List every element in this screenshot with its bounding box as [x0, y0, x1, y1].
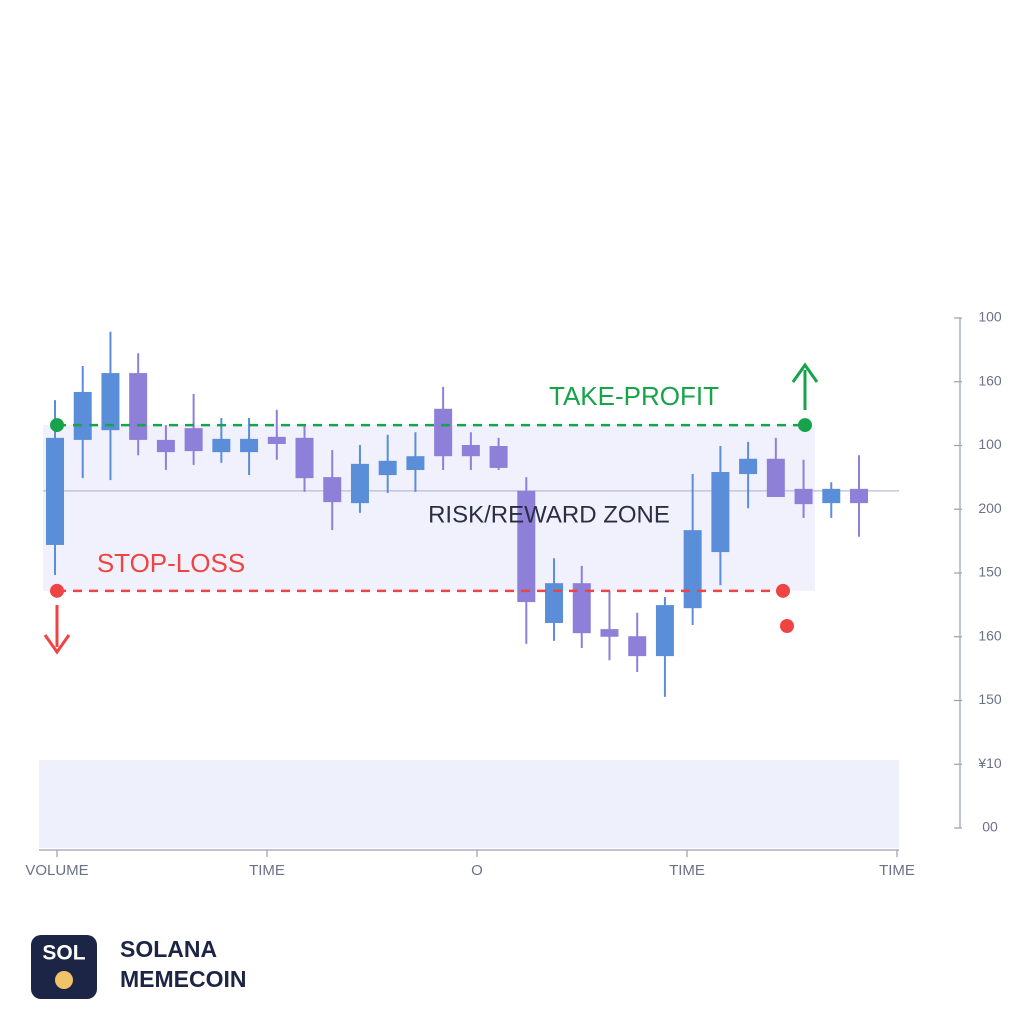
x-tick-label: TIME [879, 862, 915, 879]
candle-body [73, 391, 92, 440]
y-tick-label: 100 [978, 436, 1002, 452]
take-profit-label: TAKE-PROFIT [549, 381, 719, 411]
candle-body [350, 463, 369, 504]
brand-line2: MEMECOIN [120, 966, 247, 992]
candle-body [184, 428, 203, 452]
y-tick-label: 150 [978, 564, 1002, 580]
candle-body [489, 446, 508, 468]
level-dot [776, 583, 790, 598]
candle-body [517, 490, 536, 603]
y-tick-label: 150 [978, 691, 1002, 707]
candle-body [850, 488, 868, 504]
candle-body [739, 458, 758, 475]
candle-body [655, 605, 674, 657]
zone-label: RISK/REWARD ZONE [428, 501, 670, 528]
candle-body [212, 438, 231, 453]
y-tick-label: ¥10 [977, 755, 1002, 771]
candle-body [794, 488, 813, 505]
candle-body [323, 477, 342, 503]
candle-body [378, 460, 397, 476]
candle-body [267, 436, 286, 444]
level-dot [50, 583, 64, 598]
candle-body [600, 629, 619, 637]
candle-body [628, 636, 647, 657]
candle-body [545, 583, 564, 623]
brand-line1: SOLANA [120, 936, 217, 962]
y-tick-label: 160 [978, 372, 1002, 388]
brand-badge: SOL [42, 942, 85, 965]
candle-body [711, 472, 730, 553]
x-tick-label: TIME [669, 862, 705, 879]
candle-body [101, 373, 120, 431]
x-tick-label: TIME [249, 862, 285, 879]
candle-body [156, 439, 175, 453]
candle-body [240, 438, 259, 453]
y-tick-label: 200 [978, 500, 1002, 516]
x-tick-label: VOLUME [25, 862, 88, 879]
brand: SOL SOLANA MEMECOIN [31, 935, 247, 999]
y-tick-label: 160 [978, 627, 1002, 643]
x-tick-label: O [471, 862, 483, 879]
candle-body [295, 437, 314, 479]
candle-body [822, 488, 841, 504]
stop-loss-label: STOP-LOSS [97, 548, 245, 578]
candle-body [572, 583, 591, 634]
plot-layer: 00 ¥10 150 160 150 200 100 160 100 VOLUME TIME O TIM… [25, 309, 1002, 879]
level-dot [798, 418, 812, 433]
candle-body [461, 444, 480, 457]
y-tick-label: 00 [982, 819, 998, 835]
candle-body [766, 458, 785, 498]
level-dot [50, 418, 64, 433]
y-tick-label: 100 [978, 309, 1002, 325]
arrows [43, 362, 819, 655]
candle-body [683, 530, 702, 609]
candle-body [129, 373, 148, 440]
volume-band [39, 760, 899, 848]
candle-body [434, 408, 453, 457]
candle-body [46, 437, 64, 545]
candle-body [406, 456, 425, 470]
